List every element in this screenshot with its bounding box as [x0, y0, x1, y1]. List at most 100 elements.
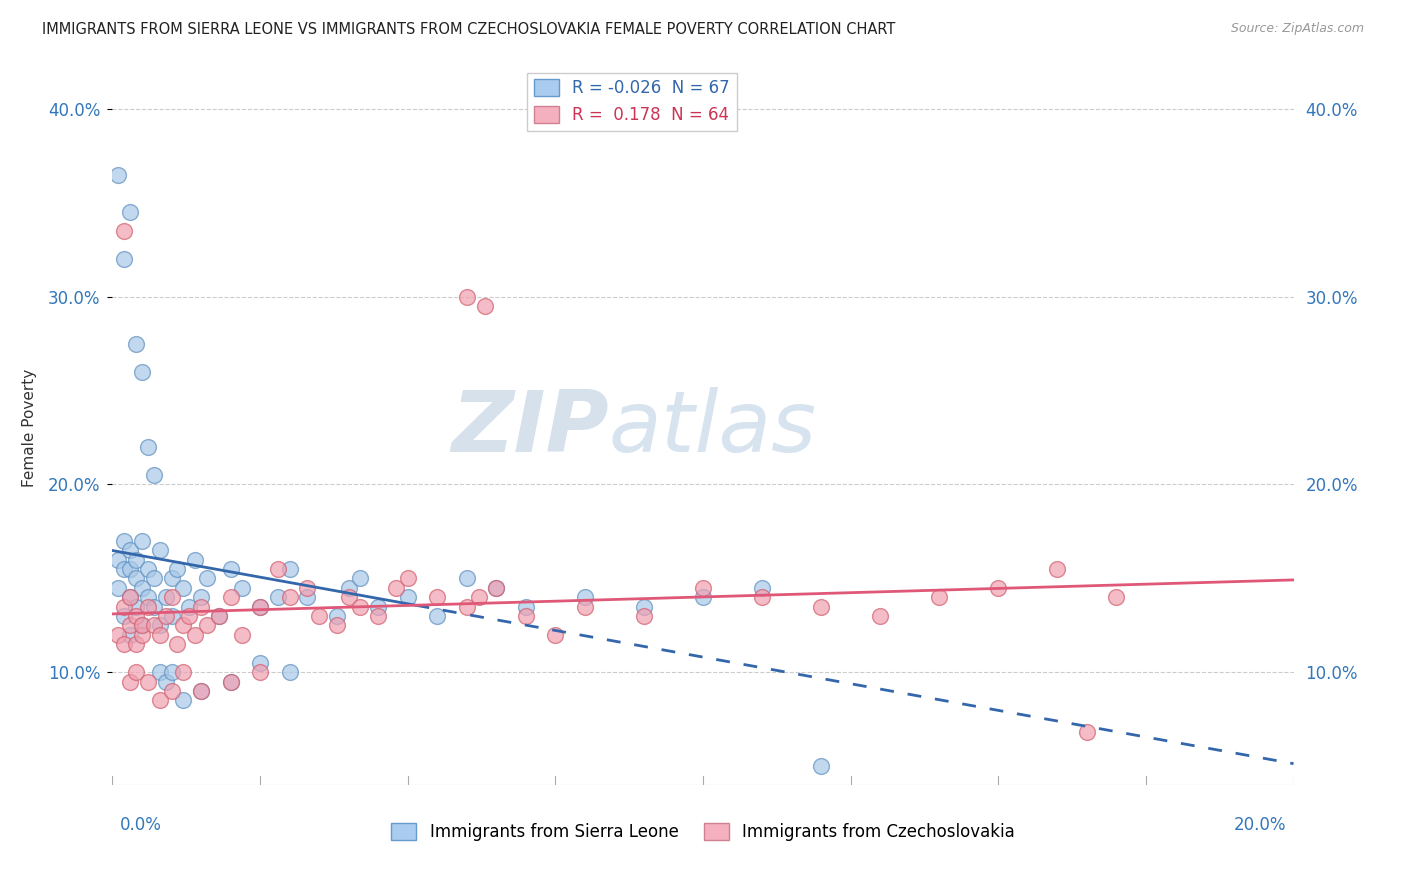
- Point: [120, 618, 142, 632]
- Point: [131, 618, 153, 632]
- Point: [112, 562, 135, 576]
- Point: [367, 599, 389, 614]
- Point: [633, 609, 655, 624]
- Point: [349, 571, 371, 585]
- Point: [1046, 562, 1069, 576]
- Point: [278, 590, 301, 604]
- Point: [120, 590, 142, 604]
- Point: [297, 590, 319, 604]
- Point: [987, 581, 1010, 595]
- Point: [219, 562, 242, 576]
- Point: [515, 599, 537, 614]
- Point: [426, 609, 449, 624]
- Point: [131, 533, 153, 548]
- Point: [326, 609, 349, 624]
- Legend: Immigrants from Sierra Leone, Immigrants from Czechoslovakia: Immigrants from Sierra Leone, Immigrants…: [385, 816, 1021, 848]
- Point: [208, 609, 231, 624]
- Point: [160, 684, 183, 698]
- Point: [149, 693, 172, 707]
- Point: [112, 533, 135, 548]
- Point: [155, 674, 177, 689]
- Point: [125, 552, 148, 566]
- Point: [337, 590, 360, 604]
- Point: [544, 628, 567, 642]
- Point: [184, 552, 207, 566]
- Point: [125, 637, 148, 651]
- Y-axis label: Female Poverty: Female Poverty: [22, 369, 37, 487]
- Point: [107, 168, 129, 182]
- Point: [190, 684, 212, 698]
- Point: [160, 590, 183, 604]
- Point: [219, 674, 242, 689]
- Point: [172, 581, 194, 595]
- Point: [467, 590, 489, 604]
- Point: [179, 609, 201, 624]
- Point: [136, 674, 159, 689]
- Point: [112, 252, 135, 267]
- Point: [160, 665, 183, 680]
- Point: [172, 665, 194, 680]
- Point: [131, 581, 153, 595]
- Point: [751, 590, 773, 604]
- Point: [160, 609, 183, 624]
- Point: [131, 628, 153, 642]
- Point: [166, 637, 188, 651]
- Point: [485, 581, 508, 595]
- Point: [574, 590, 596, 604]
- Point: [485, 581, 508, 595]
- Point: [149, 665, 172, 680]
- Point: [349, 599, 371, 614]
- Text: IMMIGRANTS FROM SIERRA LEONE VS IMMIGRANTS FROM CZECHOSLOVAKIA FEMALE POVERTY CO: IMMIGRANTS FROM SIERRA LEONE VS IMMIGRAN…: [42, 22, 896, 37]
- Point: [184, 628, 207, 642]
- Point: [120, 674, 142, 689]
- Point: [278, 665, 301, 680]
- Point: [136, 440, 159, 454]
- Point: [928, 590, 950, 604]
- Point: [131, 365, 153, 379]
- Point: [249, 665, 271, 680]
- Point: [120, 562, 142, 576]
- Point: [426, 590, 449, 604]
- Point: [751, 581, 773, 595]
- Point: [120, 590, 142, 604]
- Point: [112, 609, 135, 624]
- Point: [367, 609, 389, 624]
- Point: [149, 543, 172, 558]
- Point: [112, 599, 135, 614]
- Point: [172, 618, 194, 632]
- Point: [155, 590, 177, 604]
- Point: [142, 468, 165, 483]
- Point: [249, 656, 271, 670]
- Point: [326, 618, 349, 632]
- Point: [515, 609, 537, 624]
- Point: [190, 590, 212, 604]
- Point: [125, 599, 148, 614]
- Point: [166, 562, 188, 576]
- Point: [385, 581, 408, 595]
- Point: [456, 599, 478, 614]
- Point: [692, 590, 714, 604]
- Point: [1076, 725, 1098, 739]
- Point: [125, 609, 148, 624]
- Point: [474, 299, 496, 313]
- Point: [107, 628, 129, 642]
- Point: [810, 759, 832, 773]
- Point: [136, 599, 159, 614]
- Text: atlas: atlas: [609, 386, 817, 470]
- Point: [456, 290, 478, 304]
- Point: [190, 599, 212, 614]
- Point: [267, 562, 290, 576]
- Text: 0.0%: 0.0%: [120, 816, 162, 834]
- Point: [396, 571, 419, 585]
- Text: ZIP: ZIP: [451, 386, 609, 470]
- Point: [179, 599, 201, 614]
- Point: [125, 336, 148, 351]
- Point: [190, 684, 212, 698]
- Point: [1105, 590, 1128, 604]
- Point: [231, 581, 253, 595]
- Point: [112, 224, 135, 238]
- Point: [136, 590, 159, 604]
- Point: [337, 581, 360, 595]
- Point: [142, 571, 165, 585]
- Point: [155, 609, 177, 624]
